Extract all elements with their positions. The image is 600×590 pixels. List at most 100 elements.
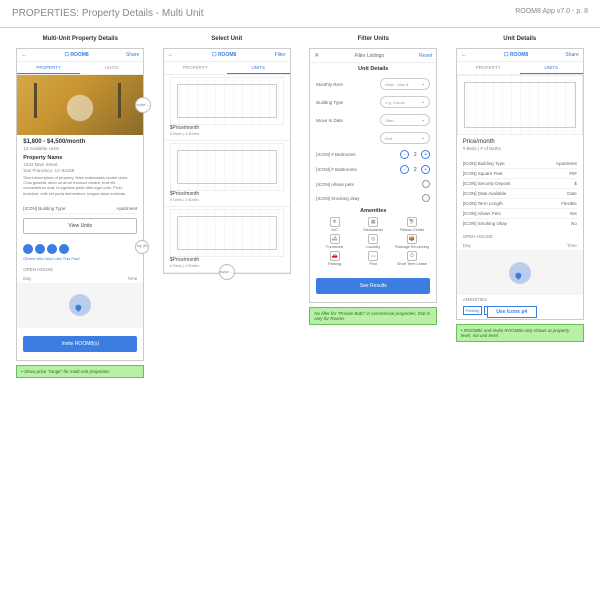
amenity-label: Dishwasher [363,228,383,232]
others-caption: Others Who Also Like This Pad! [17,256,143,265]
phone-frame: ← ☐ ROOM8 Share PROPERTY UNITS Price/mon… [456,48,584,320]
unit-item[interactable]: $Price/month # Beds | # Baths swipe ← [164,207,290,273]
movein-label: Move In Date [316,118,343,123]
bt-input[interactable]: e.g. Condo⌄ [380,96,430,108]
address-2: San Francisco, CA 94158 [23,168,137,173]
amenity-label: Package Re-ceiving [395,245,429,249]
amenity-item[interactable]: 🚗Parking [316,251,353,266]
brand: ☐ ROOM8 [212,52,236,58]
rent-input[interactable]: Main - Max $⌄ [380,78,430,90]
close-icon[interactable]: ✕ [314,52,319,59]
avatar[interactable] [47,244,57,254]
plus-button[interactable]: + [421,150,430,159]
detail-row: [ICON] Allows PetsYes [463,209,577,219]
phone-frame: ✕ Filter Listings Reset Unit Details Mon… [309,48,437,303]
back-icon[interactable]: ← [461,52,467,58]
amenity-item[interactable]: 📦Package Re-ceiving [394,234,431,249]
avatar[interactable] [35,244,45,254]
time-label: Time [127,276,137,281]
detail-row: [ICON] Date AvailableDate [463,189,577,199]
map[interactable] [17,283,143,328]
unit-meta: # Beds | # Baths [170,197,284,202]
minus-button[interactable]: − [400,165,409,174]
open-house-row: Day Time [17,274,143,283]
unit-price: Price/month [463,139,577,145]
chevron-down-icon: ⌄ [421,117,425,123]
day-label: Day [23,276,31,281]
bt-row: Building Type e.g. Condo⌄ [310,93,436,111]
detail-row: [ICON] Security Deposit$ [463,179,577,189]
share-button[interactable]: Share [565,52,578,58]
tab-property[interactable]: PROPERTY [17,62,80,74]
view-units-button[interactable]: View Units [23,218,137,234]
unit-meta: # Beds | # of Baths [463,146,577,151]
amenity-item[interactable]: 🛋Furnished [316,234,353,249]
col-multi-unit: Multi-Unit Property Details ← ☐ ROOM8 Sh… [12,36,149,378]
property-photo: swipe ← [17,75,143,135]
avatar[interactable] [23,244,33,254]
end-placeholder: End [385,136,392,141]
filter-button[interactable]: Filter [275,52,286,58]
end-input[interactable]: End⌄ [380,132,430,144]
topbar: ✕ Filter Listings Reset [310,49,436,63]
tab-units[interactable]: UNITS [520,62,583,74]
smoking-toggle[interactable] [422,194,430,202]
floorplan [170,209,284,257]
rent-row: Monthly Rent Main - Max $⌄ [310,75,436,93]
unit-item[interactable]: $Price/month # Beds | # Baths [164,75,290,141]
amenity-item[interactable]: ❄A/C [316,217,353,232]
bt-section: [ICON] Building Type: Apartment View Uni… [17,200,143,242]
detail-key: [ICON] Security Deposit [463,181,511,186]
amenity-item[interactable]: ⏱Short Term Lease [394,251,431,266]
detail-value: Date [567,191,577,196]
back-icon[interactable]: ← [168,52,174,58]
unit-item[interactable]: $Price/month # Beds | # Baths [164,141,290,207]
amenities-grid: ❄A/C▦Dishwasher⛷Fitness Center🛋Furnished… [310,217,436,270]
use-icons-note: Use Icons p4 [487,306,537,318]
topbar: ← ☐ ROOM8 Share [457,49,583,62]
detail-value: Flexible [561,201,577,206]
col-title: Multi-Unit Property Details [43,36,118,42]
chevron-down-icon: ⌄ [421,99,425,105]
smoking-label: [ICON] Smoking okay [316,196,359,201]
share-button[interactable]: Share [126,52,139,58]
amenity-item[interactable]: ◎Laundry [355,234,392,249]
see-results-button[interactable]: See Results [316,278,430,294]
floorplan [170,77,284,125]
minus-button[interactable]: − [400,150,409,159]
detail-key: [ICON] Smoking Okay [463,221,507,226]
detail-row: [ICON] Smoking OkayNo [463,219,577,228]
pets-toggle[interactable] [422,180,430,188]
plus-button[interactable]: + [421,165,430,174]
phone-frame: ← ☐ ROOM8 Share PROPERTY UNITS swipe ← $… [16,48,144,361]
topbar: ← ☐ ROOM8 Share [17,49,143,62]
bathrooms-value: 2 [412,167,418,173]
tab-units[interactable]: UNITS [80,62,143,74]
start-input[interactable]: Start⌄ [380,114,430,126]
amenity-label: Pool [369,262,377,266]
tab-property[interactable]: PROPERTY [457,62,520,74]
tab-property[interactable]: PROPERTY [164,62,227,74]
movein-row: Move In Date Start⌄ [310,111,436,129]
invite-button[interactable]: Invite ROOM8(s) [23,336,137,352]
open-house-label: OPEN HOUSE [23,267,53,272]
bathrooms-row: [ICON] # Bathrooms − 2 + [310,162,436,177]
reset-button[interactable]: Reset [419,53,432,59]
col-title: Unit Details [503,36,536,42]
tab-units[interactable]: UNITS [227,62,290,74]
amen-title: AMENITIES [463,297,487,302]
amenity-item[interactable]: ⛷Fitness Center [394,217,431,232]
avatar[interactable] [59,244,69,254]
detail-key: [ICON] Building Type [463,161,505,166]
amenity-icon: ⛷ [407,217,417,227]
amenity-label: Laundry [366,245,380,249]
open-house-label: OPEN HOUSE [463,234,493,239]
pets-label: [ICON] Allows pets [316,182,354,187]
amenity-item[interactable]: 〰Pool [355,251,392,266]
back-icon[interactable]: ← [21,52,27,58]
map-pin-icon [74,304,82,312]
pets-row: [ICON] Allows pets [310,177,436,191]
amenity-item[interactable]: ▦Dishwasher [355,217,392,232]
map[interactable] [457,250,583,295]
amenity-icon: ▦ [368,217,378,227]
